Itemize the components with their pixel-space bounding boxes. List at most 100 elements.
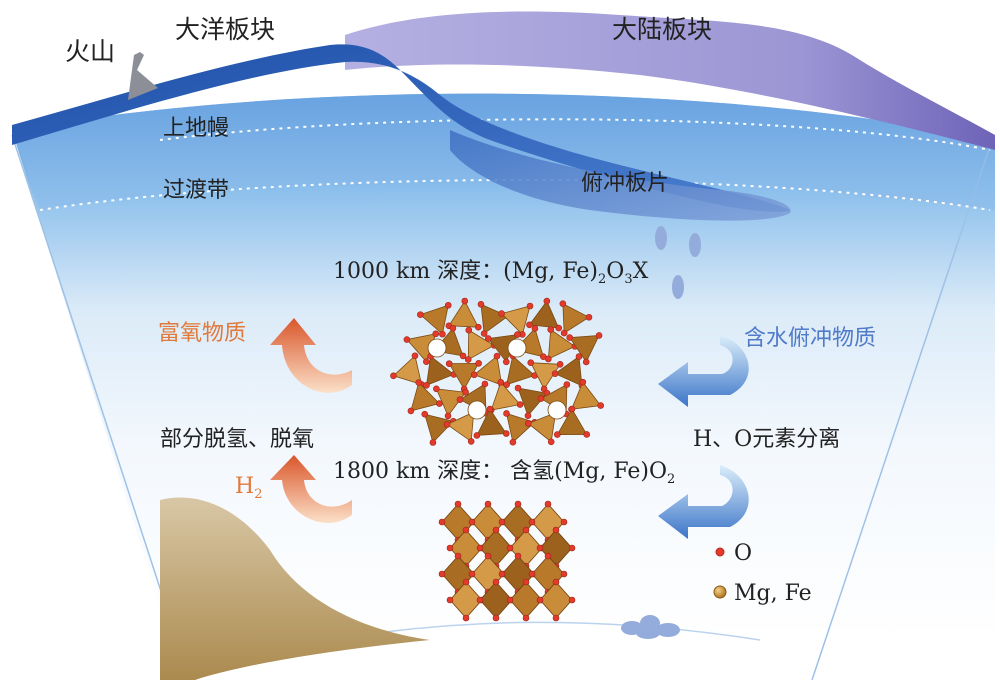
polyhedron (467, 329, 495, 361)
oxygen-atom (560, 570, 568, 578)
mantle-wedge (12, 93, 995, 640)
h2-up-arrow (270, 455, 352, 523)
oxygen-atom (415, 379, 423, 386)
polyhedron (554, 355, 583, 387)
oxygen-atom (575, 353, 583, 360)
depth-1000km-label: 1000 km 深度：(Mg, Fe)2O3X (333, 259, 649, 287)
oxygen-atom (468, 570, 476, 578)
core-region (160, 497, 430, 680)
oxygen-atom (506, 544, 514, 552)
water-droplet-icon (672, 275, 684, 299)
oxygen-atom (438, 570, 446, 578)
oxygen-atom (403, 336, 411, 343)
oxygen-atom (509, 438, 517, 446)
oxygen-atom (536, 596, 544, 604)
oxygen-atom (417, 311, 424, 318)
oxygen-atom (433, 385, 440, 393)
polyhedron (480, 303, 509, 335)
transition-zone-label: 过渡带 (163, 178, 229, 203)
oxygen-atom (446, 544, 454, 552)
crystal-structure-1000km (390, 297, 604, 446)
oxygen-atom (502, 358, 510, 366)
oxygen-atom (597, 402, 604, 409)
oxygen-atom (527, 359, 535, 367)
oxygen-atom (390, 372, 397, 380)
polyhedron (425, 355, 455, 386)
oxygen-atom (563, 381, 571, 388)
oxygen-atom (498, 310, 505, 317)
depth-1800km-label: 1800 km 深度： 含氢(Mg, Fe)O2 (333, 459, 675, 487)
oxygen-atom (555, 324, 563, 332)
oxygen-atom (526, 302, 534, 310)
oxygen-atom (516, 401, 524, 408)
polyhedron (392, 354, 423, 386)
mgfe-legend-icon (713, 585, 727, 599)
oxygen-atom (470, 371, 478, 379)
oxygen-atom (543, 297, 551, 305)
polyhedron (490, 381, 521, 411)
water-droplet-icon (689, 233, 701, 257)
oxygen-atom (514, 552, 522, 560)
water-droplet-icon (655, 226, 667, 250)
oxygen-atom (544, 500, 552, 508)
polyhedron (527, 412, 557, 443)
oxygen-atom (566, 334, 574, 341)
volcano-label: 火山 (65, 37, 115, 66)
oxygen-atom (544, 552, 552, 560)
hydrous-subducted-label: 含水俯冲物质 (744, 326, 876, 351)
oxygen-atom (462, 526, 470, 534)
oxygen-atom (498, 570, 506, 578)
oxygen-atom (545, 355, 552, 363)
oxygen-atom (579, 378, 587, 386)
oxygen-atom (421, 410, 429, 418)
oxygen-atom (423, 382, 430, 389)
oxygen-atom (492, 614, 500, 622)
oxygen-atom (568, 405, 576, 413)
oxygen-atom (568, 596, 576, 604)
oxygen-atom (595, 332, 603, 339)
continental-plate (345, 11, 995, 150)
oxygen-atom (454, 500, 462, 508)
oxygen-atom (449, 324, 457, 332)
oxygen-atom (536, 544, 544, 552)
oxygen-atom (585, 313, 593, 321)
oxygen-atom (552, 578, 560, 586)
oxygen-atom (462, 578, 470, 586)
oxygen-atom (531, 325, 539, 332)
oxygen-atom (554, 431, 561, 438)
polyhedron (562, 302, 590, 334)
oxygen-atom (514, 384, 522, 392)
bottom-blob-icon (621, 615, 680, 639)
polyhedron (517, 387, 548, 417)
oxygen-atom (492, 526, 500, 534)
subducting-slab-label: 俯冲板片 (581, 171, 669, 196)
oxygen-atom (484, 335, 492, 342)
oxygen-atom (438, 518, 446, 526)
oxygen-atom (492, 578, 500, 586)
oxygen-atom (524, 420, 532, 427)
oxygen-atom (498, 518, 506, 526)
polyhedron (473, 355, 503, 386)
oxygen-atom (486, 405, 494, 413)
polyhedron (410, 381, 441, 412)
oxygen-atom (439, 330, 446, 338)
channel-ring (467, 400, 487, 420)
oxygen-atom (556, 360, 564, 368)
crystal-structure-1800km (438, 500, 576, 622)
oxygen-atom (443, 421, 451, 428)
oxygen-atom (522, 526, 530, 534)
subducting-slab (450, 130, 791, 221)
oxygen-atom (552, 614, 560, 622)
oxygen-atom (446, 596, 454, 604)
oxygen-atom (475, 360, 482, 367)
oxygen-atom (481, 380, 489, 388)
oxygen-atom (583, 431, 591, 438)
hydrous-down-arrow (658, 335, 749, 407)
polyhedron (506, 355, 536, 386)
oxygen-atom (456, 396, 464, 403)
oxygen-atom (502, 430, 510, 437)
oxygen-atom (445, 360, 453, 367)
oxygen-atom (444, 412, 452, 420)
